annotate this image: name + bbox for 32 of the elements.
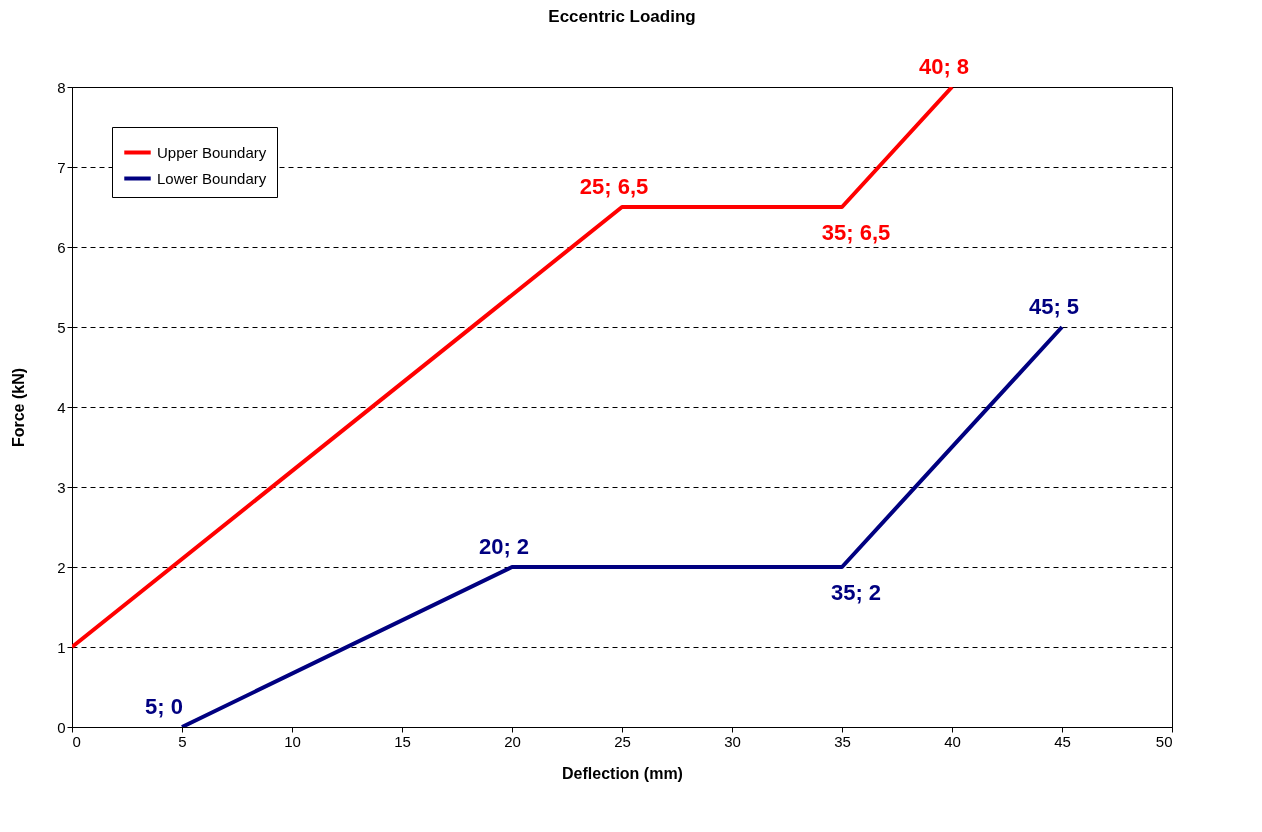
y-tick-label: 1 [57, 638, 66, 656]
x-tick-label: 5 [178, 732, 187, 750]
x-tick-label: 0 [72, 732, 81, 750]
data-label: 45; 5 [1028, 294, 1080, 319]
data-label: 5; 0 [145, 694, 183, 719]
y-tick-label: 2 [57, 558, 66, 576]
y-tick-label: 7 [57, 158, 66, 176]
y-tick-label: 8 [57, 78, 66, 96]
x-tick-label: 20 [504, 732, 521, 750]
y-tick-label: 5 [57, 318, 66, 336]
x-tick-label: 30 [724, 732, 741, 750]
x-tick-label: 50 [1155, 732, 1173, 750]
y-tick-label: 4 [57, 398, 66, 416]
data-label: 25; 6,5 [579, 174, 649, 199]
legend-label: Upper Boundary [157, 143, 267, 161]
x-axis-title: Deflection (mm) [562, 764, 683, 782]
y-tick-label: 3 [57, 478, 66, 496]
x-tick-label: 45 [1054, 732, 1071, 750]
data-label: 40; 8 [918, 54, 970, 79]
legend-label: Lower Boundary [157, 169, 267, 187]
x-tick-label: 25 [614, 732, 631, 750]
data-label: 35; 6,5 [821, 220, 891, 245]
y-axis-title: Force (kN) [10, 367, 28, 448]
x-tick-label: 15 [394, 732, 411, 750]
x-tick-label: 40 [944, 732, 961, 750]
data-label: 35; 2 [830, 580, 882, 605]
y-tick-label: 0 [57, 718, 66, 736]
data-label: 20; 2 [478, 534, 530, 559]
chart-title: Eccentric Loading [548, 7, 696, 26]
y-tick-label: 6 [57, 238, 66, 256]
x-tick-label: 10 [284, 732, 301, 750]
x-tick-label: 35 [834, 732, 851, 750]
